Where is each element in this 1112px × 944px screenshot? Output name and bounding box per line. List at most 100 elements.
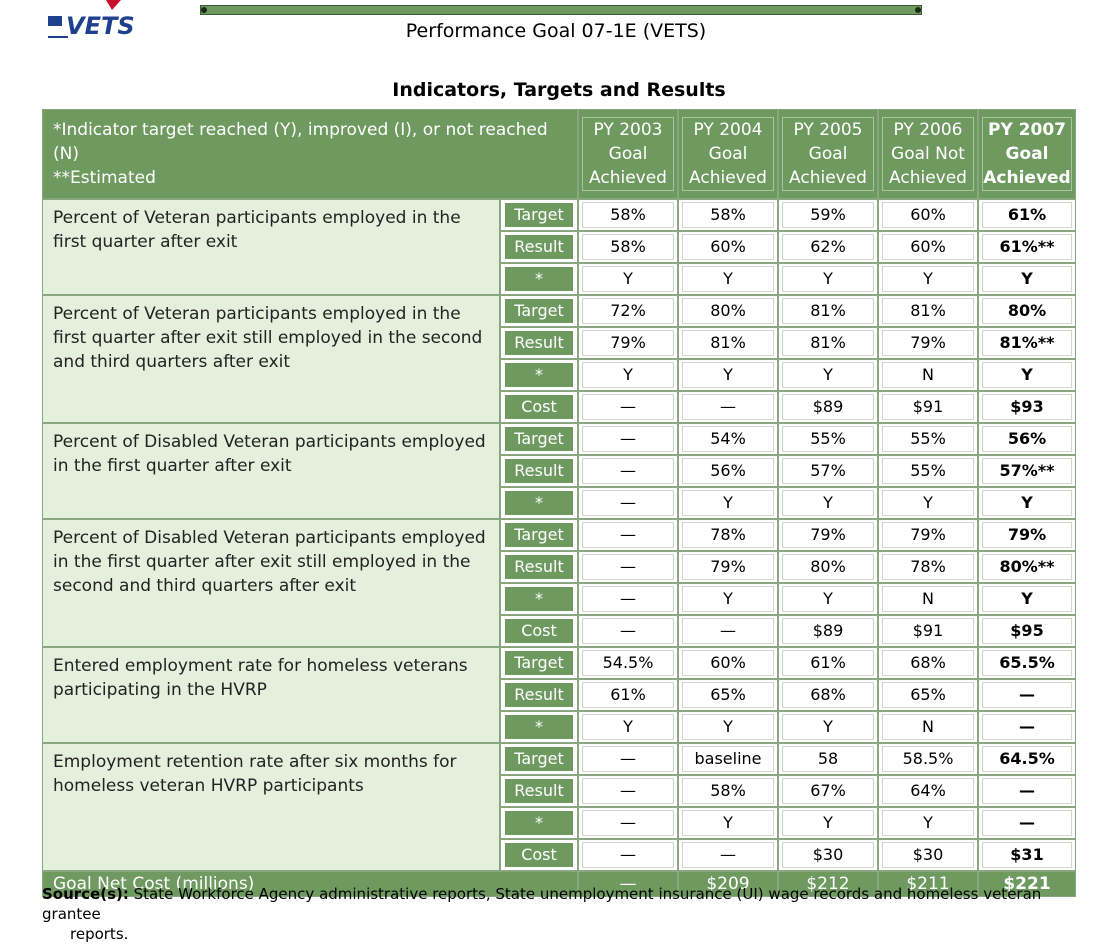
year-header: PY 2006 Goal Not Achieved [878, 109, 978, 199]
total-cost-value: $211 [878, 871, 978, 897]
value-cell: 78% [878, 551, 978, 583]
value-cell: — [578, 743, 678, 775]
total-cost-value: $209 [678, 871, 778, 897]
value-text: 65% [682, 682, 774, 708]
value-cell: 57%** [978, 455, 1076, 487]
value-cell: 68% [878, 647, 978, 679]
value-text: Y [782, 266, 874, 292]
value-text: 64.5% [982, 746, 1072, 772]
value-cell: 79% [578, 327, 678, 359]
value-text: Y [982, 586, 1072, 612]
value-cell: 55% [778, 423, 878, 455]
value-cell: 58.5% [878, 743, 978, 775]
value-cell: 81% [778, 295, 878, 327]
value-text: 61% [782, 650, 874, 676]
value-text: 80% [682, 298, 774, 324]
value-cell: 65% [878, 679, 978, 711]
row-label: Target [505, 203, 573, 227]
value-cell: — [578, 551, 678, 583]
value-text: 56% [982, 426, 1072, 452]
indicator-description: Percent of Veteran participants employed… [42, 295, 500, 423]
table-row: * Y Y Y N — [42, 711, 1076, 743]
value-text: $30 [782, 842, 874, 868]
row-label: Result [505, 683, 573, 707]
value-cell: — [578, 423, 678, 455]
value-text: N [882, 586, 974, 612]
value-text: 65.5% [982, 650, 1072, 676]
value-cell: 61% [578, 679, 678, 711]
table-row: Result 58% 60% 62% 60% 61%** [42, 231, 1076, 263]
row-label-cell: * [500, 807, 578, 839]
value-cell: 79% [778, 519, 878, 551]
value-text: — [582, 426, 674, 452]
value-cell: — [578, 807, 678, 839]
value-text: Y [782, 714, 874, 740]
value-cell: $91 [878, 615, 978, 647]
value-text: Y [582, 714, 674, 740]
value-cell: Y [778, 263, 878, 295]
value-text: Y [882, 490, 974, 516]
table-row: Result — 58% 67% 64% — [42, 775, 1076, 807]
value-text: 79% [782, 522, 874, 548]
row-label-cell: Result [500, 679, 578, 711]
row-label-cell: Target [500, 743, 578, 775]
value-cell: $89 [778, 391, 878, 423]
value-cell: 58% [678, 775, 778, 807]
table-row: * — Y Y N Y [42, 583, 1076, 615]
value-text: Y [982, 490, 1072, 516]
value-cell: Y [978, 263, 1076, 295]
row-label-cell: Result [500, 455, 578, 487]
legend-note-reached: *Indicator target reached (Y), improved … [53, 120, 548, 164]
value-cell: Y [778, 807, 878, 839]
row-label-cell: * [500, 359, 578, 391]
value-text: 55% [882, 458, 974, 484]
value-cell: Y [878, 263, 978, 295]
value-cell: 67% [778, 775, 878, 807]
value-text: 80% [782, 554, 874, 580]
value-text: 57% [782, 458, 874, 484]
value-text: — [982, 714, 1072, 740]
value-text: 55% [782, 426, 874, 452]
value-text: N [882, 714, 974, 740]
table-row: Percent of Veteran participants employed… [42, 199, 1076, 295]
row-label: Target [505, 299, 573, 323]
value-text: 58 [782, 746, 874, 772]
row-label-cell: Cost [500, 839, 578, 871]
row-label: * [505, 715, 573, 739]
table-row: * Y Y Y N Y [42, 359, 1076, 391]
table-header-row: *Indicator target reached (Y), improved … [42, 109, 1076, 199]
value-cell: — [578, 455, 678, 487]
row-label-cell: Target [500, 423, 578, 455]
value-text: — [682, 618, 774, 644]
value-cell: 58% [578, 231, 678, 263]
table-row: Employment retention rate after six mont… [42, 743, 1076, 871]
value-text: 79% [982, 522, 1072, 548]
row-label: Cost [505, 843, 573, 867]
value-text: 68% [882, 650, 974, 676]
row-label: Result [505, 779, 573, 803]
value-cell: 54% [678, 423, 778, 455]
value-cell: 78% [678, 519, 778, 551]
value-cell: Y [978, 359, 1076, 391]
value-text: Y [782, 362, 874, 388]
value-cell: 60% [678, 647, 778, 679]
value-cell: 54.5% [578, 647, 678, 679]
value-text: 58% [682, 202, 774, 228]
value-cell: Y [778, 487, 878, 519]
value-cell: N [878, 359, 978, 391]
value-cell: Y [678, 807, 778, 839]
title-decoration-bar [200, 5, 922, 15]
value-cell: 60% [878, 231, 978, 263]
value-text: 58% [582, 234, 674, 260]
table-subtitle: Indicators, Targets and Results [392, 79, 726, 101]
value-text: Y [982, 266, 1072, 292]
value-text: Y [582, 362, 674, 388]
value-cell: Y [878, 807, 978, 839]
value-cell: 80% [678, 295, 778, 327]
value-text: 79% [882, 330, 974, 356]
table-row: Cost — — $89 $91 $93 [42, 391, 1076, 423]
total-cost-value: $212 [778, 871, 878, 897]
value-text: 81% [882, 298, 974, 324]
value-text: — [582, 554, 674, 580]
value-text: — [682, 394, 774, 420]
